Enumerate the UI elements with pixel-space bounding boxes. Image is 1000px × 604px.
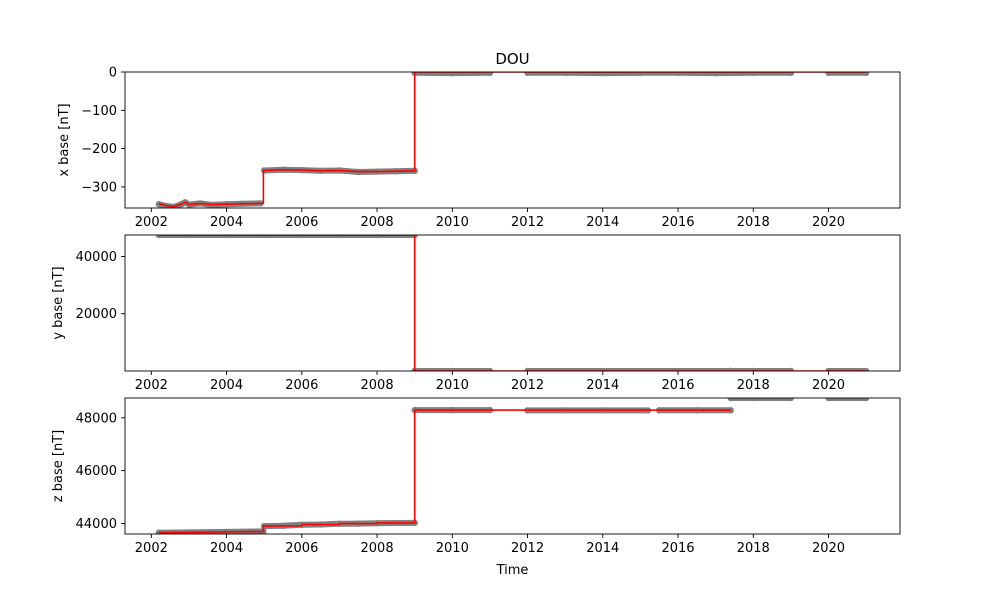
x-tick-label: 2002 (135, 541, 168, 556)
x-tick-label: 2014 (586, 541, 619, 556)
x-axis-label: Time (496, 563, 529, 578)
y-tick-label: 20000 (76, 307, 117, 322)
y-tick-label: 48000 (76, 411, 117, 426)
y-tick-label: −200 (81, 142, 117, 157)
y-tick-label: −300 (81, 180, 117, 195)
x-tick-label: 2012 (511, 378, 544, 393)
x-tick-label: 2014 (586, 378, 619, 393)
x-tick-label: 2008 (361, 541, 394, 556)
x-tick-label: 2018 (737, 378, 770, 393)
y-tick-label: 44000 (76, 517, 117, 532)
y-tick-label: 46000 (76, 464, 117, 479)
x-tick-label: 2002 (135, 215, 168, 230)
x-tick-label: 2012 (511, 541, 544, 556)
x-tick-label: 2020 (812, 215, 845, 230)
x-tick-label: 2018 (737, 541, 770, 556)
x-tick-label: 2016 (661, 378, 694, 393)
x-tick-label: 2004 (210, 541, 243, 556)
x-tick-label: 2018 (737, 215, 770, 230)
x-tick-label: 2006 (285, 541, 318, 556)
x-tick-label: 2010 (436, 541, 469, 556)
x-tick-label: 2004 (210, 378, 243, 393)
x-tick-label: 2008 (361, 215, 394, 230)
y-tick-label: −100 (81, 104, 117, 119)
y-tick-label: 0 (109, 66, 117, 81)
x-tick-label: 2010 (436, 378, 469, 393)
x-tick-label: 2020 (812, 541, 845, 556)
x-tick-label: 2006 (285, 378, 318, 393)
y-axis-label: y base [nT] (51, 266, 66, 339)
x-tick-label: 2008 (361, 378, 394, 393)
x-tick-label: 2016 (661, 541, 694, 556)
x-tick-label: 2012 (511, 215, 544, 230)
x-tick-label: 2014 (586, 215, 619, 230)
x-tick-label: 2020 (812, 378, 845, 393)
chart-title: DOU (495, 50, 529, 68)
x-tick-label: 2010 (436, 215, 469, 230)
x-tick-label: 2016 (661, 215, 694, 230)
y-axis-label: x base [nT] (57, 103, 72, 176)
x-tick-label: 2006 (285, 215, 318, 230)
y-tick-label: 40000 (76, 250, 117, 265)
x-tick-label: 2002 (135, 378, 168, 393)
x-tick-label: 2004 (210, 215, 243, 230)
y-axis-label: z base [nT] (51, 430, 66, 502)
